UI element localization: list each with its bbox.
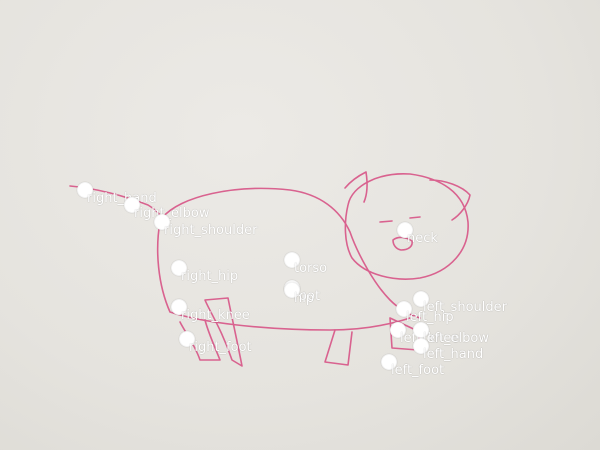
keypoint-marker[interactable]	[390, 322, 406, 338]
keypoint-marker[interactable]	[77, 182, 93, 198]
keypoint-label: hip	[294, 291, 315, 306]
body-stroke	[161, 187, 421, 319]
keypoint-marker[interactable]	[397, 222, 413, 238]
keypoint-label: left_foot	[391, 363, 445, 378]
left-ear-stroke	[344, 171, 368, 203]
keypoint-label: right_hand	[87, 191, 157, 206]
keypoint-label: left_shoulder	[423, 300, 507, 315]
keypoint-label: right_shoulder	[164, 223, 258, 238]
keypoint-label: right_knee	[181, 308, 250, 323]
eye-left-stroke	[379, 220, 393, 223]
keypoint-marker[interactable]	[179, 331, 195, 347]
head-stroke	[344, 173, 469, 280]
keypoint-marker[interactable]	[413, 338, 429, 354]
keypoint-marker[interactable]	[171, 260, 187, 276]
keypoint-marker[interactable]	[154, 214, 170, 230]
keypoint-marker[interactable]	[284, 282, 300, 298]
keypoint-label: torso	[294, 261, 328, 276]
keypoint-label: right_hip	[181, 269, 239, 284]
front-leg-left-stroke	[324, 329, 353, 366]
keypoint-label: left_elbow	[423, 331, 490, 346]
keypoint-marker[interactable]	[396, 301, 412, 317]
keypoint-marker[interactable]	[284, 252, 300, 268]
keypoint-label: right_foot	[189, 340, 252, 355]
eye-right-stroke	[409, 216, 421, 219]
keypoint-label: root	[294, 289, 321, 304]
body-bottom-stroke	[156, 221, 411, 331]
keypoint-label: left_hand	[423, 347, 484, 362]
keypoint-marker[interactable]	[413, 322, 429, 338]
keypoint-label: right_elbow	[134, 206, 210, 221]
keypoint-marker[interactable]	[413, 291, 429, 307]
keypoint-label: left_hip	[406, 310, 454, 325]
right-ear-stroke	[429, 179, 471, 221]
keypoint-marker[interactable]	[124, 197, 140, 213]
keypoint-label: neck	[407, 231, 438, 246]
keypoint-marker[interactable]	[171, 299, 187, 315]
keypoint-marker[interactable]	[381, 354, 397, 370]
back-leg-right-stroke	[204, 297, 243, 367]
